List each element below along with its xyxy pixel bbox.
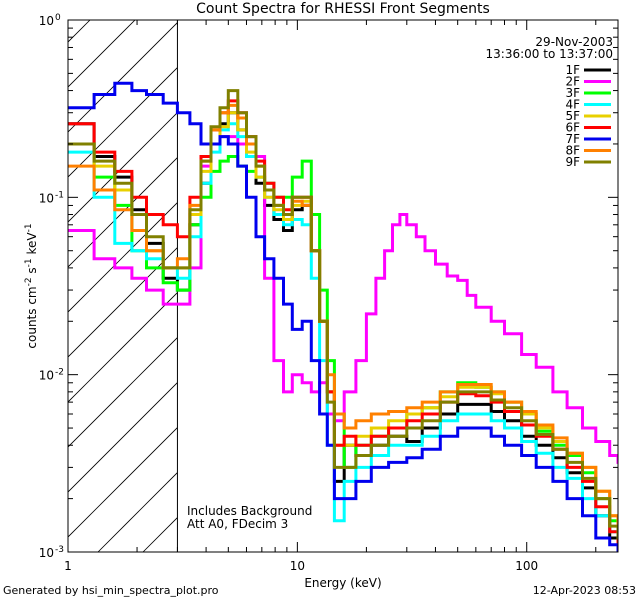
series-line-9F: [68, 89, 618, 540]
y-tick-label: 10: [39, 546, 54, 560]
legend-label-2F: 2F: [565, 75, 580, 89]
hatch-line: [68, 202, 178, 313]
series-line-7F: [68, 81, 618, 552]
y-axis-label-s: s: [25, 267, 39, 277]
series-line-2F: [68, 135, 618, 464]
y-tick-label: 10: [39, 369, 54, 383]
plot-frame: [67, 19, 619, 553]
hatch-line: [68, 382, 178, 493]
footer-timestamp: 12-Apr-2023 08:53: [533, 584, 636, 597]
annotation-background: Includes Background: [187, 504, 312, 518]
x-tick-label: 1: [64, 559, 72, 573]
hatch-line: [68, 427, 178, 538]
legend-label-5F: 5F: [565, 109, 580, 123]
y-axis-label-exp1: -2: [24, 277, 34, 286]
time-range-label: 13:36:00 to 13:37:00: [486, 47, 613, 61]
footer-generated-by: Generated by hsi_min_spectra_plot.pro: [3, 584, 219, 597]
hatch-line: [68, 22, 178, 133]
x-tick-label: 100: [515, 559, 538, 573]
legend-label-4F: 4F: [565, 98, 580, 112]
series-lines: [68, 81, 618, 552]
hatch-line: [68, 20, 136, 88]
y-tick-label: 10: [39, 14, 54, 28]
y-tick-label-exponent: -1: [55, 190, 64, 200]
legend-label-9F: 9F: [565, 155, 580, 169]
legend-label-6F: 6F: [565, 121, 580, 135]
y-tick-label-exponent: -3: [55, 545, 64, 555]
y-axis-label-units: counts cm: [25, 286, 39, 348]
legend-label-8F: 8F: [565, 144, 580, 158]
hatch-lines: [68, 20, 178, 552]
hatch-line: [68, 247, 178, 358]
x-tick-label: 10: [290, 559, 305, 573]
y-tick-label: 10: [39, 191, 54, 205]
legend-label-7F: 7F: [565, 132, 580, 146]
y-tick-label-exponent: 0: [55, 13, 61, 23]
chart-title: Count Spectra for RHESSI Front Segments: [196, 1, 490, 17]
hatch-line: [68, 157, 178, 268]
y-tick-label-exponent: -2: [55, 368, 64, 378]
date-label: 29-Nov-2003: [535, 35, 613, 49]
annotation-attenuator: Att A0, FDecim 3: [187, 517, 288, 531]
y-axis-label-exp2: -1: [24, 258, 34, 267]
y-axis-label: counts cm-2 s-1 keV-1: [24, 223, 39, 348]
y-axis-label-kev: keV: [25, 232, 39, 259]
legend-label-1F: 1F: [565, 63, 580, 77]
x-axis-label: Energy (keV): [304, 576, 381, 590]
legend-label-3F: 3F: [565, 86, 580, 100]
y-axis-label-exp3: -1: [24, 223, 34, 232]
